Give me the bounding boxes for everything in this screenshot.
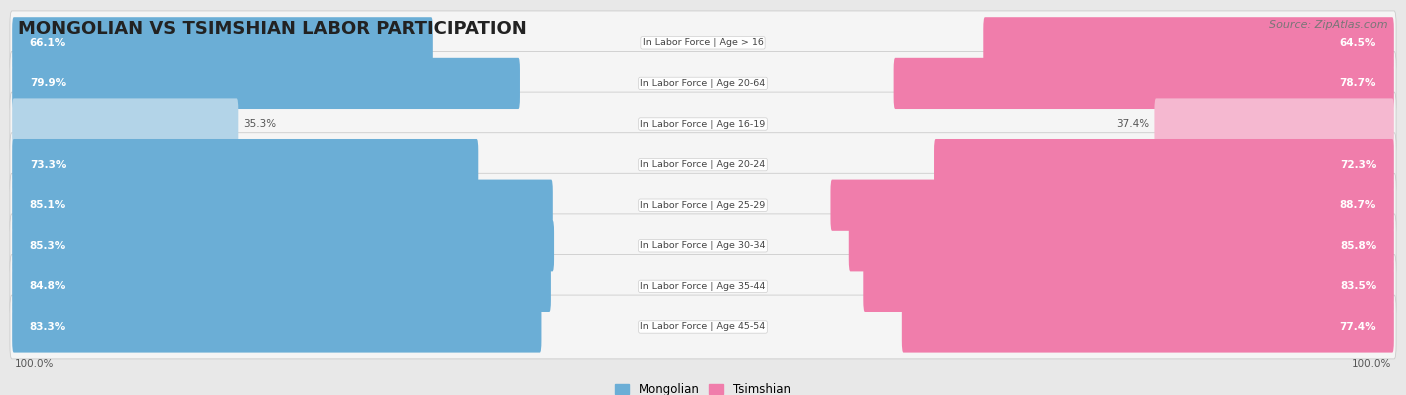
Text: 64.5%: 64.5%: [1340, 38, 1376, 48]
Text: In Labor Force | Age > 16: In Labor Force | Age > 16: [643, 38, 763, 47]
Text: 85.8%: 85.8%: [1340, 241, 1376, 251]
FancyBboxPatch shape: [13, 180, 553, 231]
Text: 77.4%: 77.4%: [1340, 322, 1376, 332]
Text: MONGOLIAN VS TSIMSHIAN LABOR PARTICIPATION: MONGOLIAN VS TSIMSHIAN LABOR PARTICIPATI…: [18, 20, 527, 38]
FancyBboxPatch shape: [13, 261, 551, 312]
Text: 72.3%: 72.3%: [1340, 160, 1376, 169]
FancyBboxPatch shape: [13, 220, 554, 271]
Text: Source: ZipAtlas.com: Source: ZipAtlas.com: [1270, 20, 1388, 30]
Text: 79.9%: 79.9%: [30, 79, 66, 88]
Legend: Mongolian, Tsimshian: Mongolian, Tsimshian: [616, 383, 790, 395]
FancyBboxPatch shape: [13, 58, 520, 109]
Text: In Labor Force | Age 16-19: In Labor Force | Age 16-19: [640, 120, 766, 128]
Text: In Labor Force | Age 25-29: In Labor Force | Age 25-29: [640, 201, 766, 210]
Text: 73.3%: 73.3%: [30, 160, 66, 169]
FancyBboxPatch shape: [13, 139, 478, 190]
FancyBboxPatch shape: [934, 139, 1393, 190]
Text: 78.7%: 78.7%: [1340, 79, 1376, 88]
Text: In Labor Force | Age 20-24: In Labor Force | Age 20-24: [640, 160, 766, 169]
FancyBboxPatch shape: [983, 17, 1393, 68]
FancyBboxPatch shape: [10, 92, 1396, 156]
FancyBboxPatch shape: [13, 301, 541, 353]
Text: 88.7%: 88.7%: [1340, 200, 1376, 210]
Text: 37.4%: 37.4%: [1116, 119, 1150, 129]
Text: In Labor Force | Age 20-64: In Labor Force | Age 20-64: [640, 79, 766, 88]
Text: 66.1%: 66.1%: [30, 38, 66, 48]
Text: 83.5%: 83.5%: [1340, 281, 1376, 292]
Text: In Labor Force | Age 35-44: In Labor Force | Age 35-44: [640, 282, 766, 291]
FancyBboxPatch shape: [1154, 98, 1393, 150]
FancyBboxPatch shape: [10, 254, 1396, 318]
FancyBboxPatch shape: [849, 220, 1393, 271]
Text: In Labor Force | Age 45-54: In Labor Force | Age 45-54: [640, 322, 766, 331]
Text: 85.1%: 85.1%: [30, 200, 66, 210]
Text: In Labor Force | Age 30-34: In Labor Force | Age 30-34: [640, 241, 766, 250]
Text: 100.0%: 100.0%: [1351, 359, 1391, 369]
FancyBboxPatch shape: [831, 180, 1393, 231]
FancyBboxPatch shape: [13, 98, 238, 150]
Text: 100.0%: 100.0%: [15, 359, 55, 369]
Text: 35.3%: 35.3%: [243, 119, 276, 129]
FancyBboxPatch shape: [863, 261, 1393, 312]
FancyBboxPatch shape: [13, 17, 433, 68]
FancyBboxPatch shape: [894, 58, 1393, 109]
FancyBboxPatch shape: [10, 11, 1396, 75]
Text: 83.3%: 83.3%: [30, 322, 66, 332]
Text: 84.8%: 84.8%: [30, 281, 66, 292]
FancyBboxPatch shape: [901, 301, 1393, 353]
FancyBboxPatch shape: [10, 295, 1396, 359]
FancyBboxPatch shape: [10, 214, 1396, 278]
Text: 85.3%: 85.3%: [30, 241, 66, 251]
FancyBboxPatch shape: [10, 133, 1396, 196]
FancyBboxPatch shape: [10, 173, 1396, 237]
FancyBboxPatch shape: [10, 51, 1396, 115]
